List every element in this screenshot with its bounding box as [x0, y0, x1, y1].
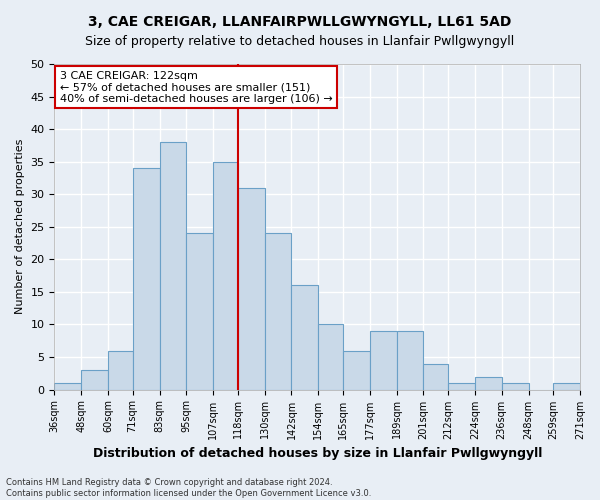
- Text: Contains HM Land Registry data © Crown copyright and database right 2024.
Contai: Contains HM Land Registry data © Crown c…: [6, 478, 371, 498]
- Bar: [424, 364, 448, 390]
- Text: 3, CAE CREIGAR, LLANFAIRPWLLGWYNGYLL, LL61 5AD: 3, CAE CREIGAR, LLANFAIRPWLLGWYNGYLL, LL…: [88, 15, 512, 29]
- Bar: [187, 234, 213, 390]
- Bar: [108, 350, 133, 390]
- X-axis label: Distribution of detached houses by size in Llanfair Pwllgwyngyll: Distribution of detached houses by size …: [92, 447, 542, 460]
- Bar: [133, 168, 160, 390]
- Bar: [265, 234, 292, 390]
- Bar: [81, 370, 108, 390]
- Bar: [238, 188, 265, 390]
- Bar: [160, 142, 187, 390]
- Bar: [213, 162, 238, 390]
- Bar: [502, 383, 529, 390]
- Bar: [397, 331, 424, 390]
- Bar: [553, 383, 580, 390]
- Bar: [319, 324, 343, 390]
- Y-axis label: Number of detached properties: Number of detached properties: [15, 139, 25, 314]
- Bar: [448, 383, 475, 390]
- Bar: [343, 350, 370, 390]
- Text: 3 CAE CREIGAR: 122sqm
← 57% of detached houses are smaller (151)
40% of semi-det: 3 CAE CREIGAR: 122sqm ← 57% of detached …: [59, 70, 332, 104]
- Text: Size of property relative to detached houses in Llanfair Pwllgwyngyll: Size of property relative to detached ho…: [85, 35, 515, 48]
- Bar: [475, 376, 502, 390]
- Bar: [292, 286, 319, 390]
- Bar: [370, 331, 397, 390]
- Bar: [55, 383, 81, 390]
